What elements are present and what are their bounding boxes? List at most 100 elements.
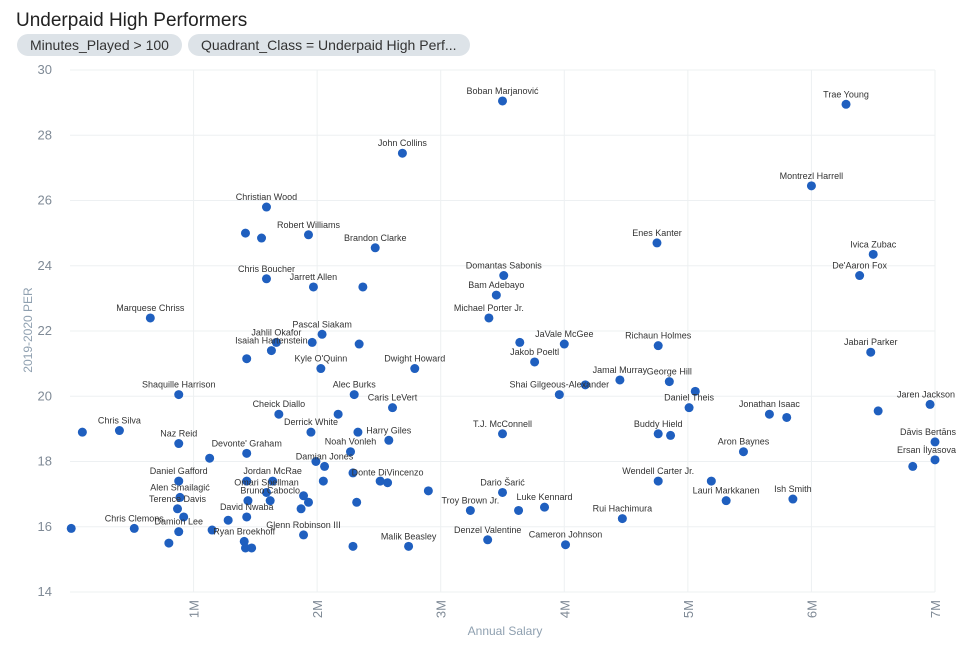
data-point[interactable] bbox=[266, 346, 276, 356]
data-point[interactable] bbox=[855, 271, 865, 281]
data-point[interactable] bbox=[242, 448, 252, 458]
data-point[interactable] bbox=[491, 290, 501, 300]
data-point[interactable] bbox=[268, 476, 278, 486]
data-point[interactable] bbox=[349, 390, 359, 400]
data-point[interactable] bbox=[240, 228, 250, 238]
data-point[interactable] bbox=[788, 494, 798, 504]
data-point[interactable] bbox=[384, 435, 394, 445]
data-point[interactable] bbox=[484, 313, 494, 323]
data-point[interactable] bbox=[306, 427, 316, 437]
data-point[interactable] bbox=[175, 492, 185, 502]
data-point[interactable] bbox=[530, 357, 540, 367]
data-point[interactable] bbox=[173, 504, 183, 514]
data-point[interactable] bbox=[721, 496, 731, 506]
data-point[interactable] bbox=[271, 337, 281, 347]
data-point[interactable] bbox=[653, 341, 663, 351]
data-point[interactable] bbox=[690, 386, 700, 396]
data-point[interactable] bbox=[164, 538, 174, 548]
data-point[interactable] bbox=[652, 238, 662, 248]
data-point[interactable] bbox=[554, 390, 564, 400]
data-point[interactable] bbox=[348, 541, 358, 551]
data-point[interactable] bbox=[375, 476, 385, 486]
data-point[interactable] bbox=[307, 337, 317, 347]
data-point[interactable] bbox=[296, 504, 306, 514]
data-point[interactable] bbox=[925, 399, 935, 409]
data-point[interactable] bbox=[580, 380, 590, 390]
data-point[interactable] bbox=[388, 403, 398, 413]
data-point[interactable] bbox=[205, 453, 215, 463]
data-point[interactable] bbox=[247, 543, 257, 553]
data-point[interactable] bbox=[240, 543, 250, 553]
data-point[interactable] bbox=[261, 487, 271, 497]
data-point[interactable] bbox=[370, 243, 380, 253]
data-point[interactable] bbox=[866, 347, 876, 357]
data-point[interactable] bbox=[908, 461, 918, 471]
data-point[interactable] bbox=[114, 426, 124, 436]
data-point[interactable] bbox=[483, 535, 493, 545]
data-point[interactable] bbox=[561, 540, 571, 550]
data-point[interactable] bbox=[764, 409, 774, 419]
data-point[interactable] bbox=[308, 282, 318, 292]
data-point[interactable] bbox=[515, 337, 525, 347]
filter-chip-minutes[interactable]: Minutes_Played > 100 bbox=[17, 34, 182, 56]
data-point[interactable] bbox=[243, 496, 253, 506]
data-point[interactable] bbox=[174, 476, 184, 486]
data-point[interactable] bbox=[179, 512, 189, 522]
data-point[interactable] bbox=[706, 476, 716, 486]
data-point[interactable] bbox=[261, 274, 271, 284]
data-point[interactable] bbox=[514, 505, 524, 515]
data-point[interactable] bbox=[274, 409, 284, 419]
data-point[interactable] bbox=[242, 476, 252, 486]
data-point[interactable] bbox=[242, 512, 252, 522]
data-point[interactable] bbox=[145, 313, 155, 323]
data-point[interactable] bbox=[303, 230, 313, 240]
data-point[interactable] bbox=[806, 181, 816, 191]
data-point[interactable] bbox=[617, 514, 627, 524]
data-point[interactable] bbox=[303, 497, 313, 507]
data-point[interactable] bbox=[423, 486, 433, 496]
data-point[interactable] bbox=[333, 409, 343, 419]
data-point[interactable] bbox=[738, 447, 748, 457]
data-point[interactable] bbox=[129, 523, 139, 533]
data-point[interactable] bbox=[265, 496, 275, 506]
data-point[interactable] bbox=[299, 491, 309, 501]
data-point[interactable] bbox=[346, 447, 356, 457]
data-point[interactable] bbox=[499, 271, 509, 281]
data-point[interactable] bbox=[410, 364, 420, 374]
data-point[interactable] bbox=[684, 403, 694, 413]
data-point[interactable] bbox=[930, 437, 940, 447]
data-point[interactable] bbox=[207, 525, 217, 535]
data-point[interactable] bbox=[664, 377, 674, 387]
data-point[interactable] bbox=[397, 148, 407, 158]
filter-chip-quadrant[interactable]: Quadrant_Class = Underpaid High Perf... bbox=[187, 34, 470, 56]
data-point[interactable] bbox=[223, 515, 233, 525]
data-point[interactable] bbox=[317, 329, 327, 339]
data-point[interactable] bbox=[498, 96, 507, 106]
data-point[interactable] bbox=[242, 354, 252, 364]
data-point[interactable] bbox=[257, 233, 267, 243]
data-point[interactable] bbox=[841, 99, 851, 109]
data-point[interactable] bbox=[311, 457, 321, 466]
data-point[interactable] bbox=[383, 478, 393, 488]
data-point[interactable] bbox=[498, 487, 507, 497]
data-point[interactable] bbox=[559, 339, 569, 349]
data-point[interactable] bbox=[354, 339, 364, 349]
data-point[interactable] bbox=[465, 505, 475, 515]
data-point[interactable] bbox=[498, 429, 507, 439]
data-point[interactable] bbox=[666, 430, 676, 440]
data-point[interactable] bbox=[352, 497, 362, 507]
data-point[interactable] bbox=[66, 523, 76, 533]
data-point[interactable] bbox=[358, 282, 368, 292]
data-point[interactable] bbox=[873, 406, 883, 416]
data-point[interactable] bbox=[615, 375, 625, 385]
data-point[interactable] bbox=[868, 249, 878, 259]
data-point[interactable] bbox=[174, 439, 184, 449]
data-point[interactable] bbox=[320, 461, 330, 471]
data-point[interactable] bbox=[318, 476, 328, 486]
data-point[interactable] bbox=[261, 202, 271, 212]
data-point[interactable] bbox=[930, 455, 940, 465]
data-point[interactable] bbox=[782, 412, 792, 422]
data-point[interactable] bbox=[540, 502, 550, 512]
data-point[interactable] bbox=[174, 527, 184, 537]
data-point[interactable] bbox=[299, 530, 309, 540]
